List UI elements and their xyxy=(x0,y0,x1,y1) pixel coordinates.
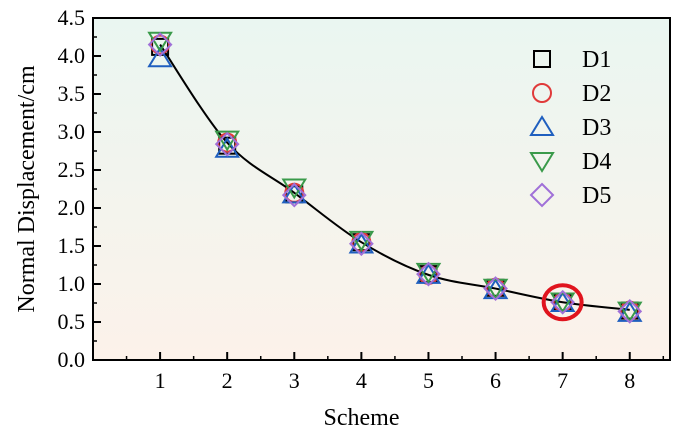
data-point-d3 xyxy=(281,182,308,204)
y-tick-label: 4.0 xyxy=(58,43,86,68)
y-axis-label: Normal Displacement/cm xyxy=(14,65,40,313)
y-tick-label: 3.5 xyxy=(58,81,86,106)
y-tick-label: 3.0 xyxy=(58,119,86,144)
x-tick-label: 1 xyxy=(155,368,166,393)
y-tick-label: 2.5 xyxy=(58,157,86,182)
data-point-d4 xyxy=(616,301,643,323)
data-point-d5 xyxy=(147,32,173,58)
legend-marker-d4 xyxy=(529,152,555,173)
x-tick-label: 5 xyxy=(423,368,434,393)
legend-marker-d5 xyxy=(529,182,555,208)
legend-marker-d3 xyxy=(529,115,555,136)
data-point-d5 xyxy=(617,298,643,324)
y-tick-label: 0.0 xyxy=(58,347,86,372)
data-point-d5 xyxy=(214,131,240,157)
data-point-d5 xyxy=(281,182,307,208)
x-tick-label: 4 xyxy=(356,368,367,393)
highlight-ellipse xyxy=(541,283,584,322)
data-point-d4 xyxy=(214,130,240,152)
x-axis-label: Scheme xyxy=(324,405,400,431)
x-tick-label: 8 xyxy=(624,368,635,393)
data-point-d3 xyxy=(147,46,173,68)
legend-label-d5: D5 xyxy=(582,183,611,209)
data-point-d5 xyxy=(483,276,508,301)
data-point-d4 xyxy=(482,278,509,300)
data-point-d3 xyxy=(348,232,375,254)
plot-frame xyxy=(92,17,671,361)
y-tick-label: 1.5 xyxy=(58,233,86,258)
data-point-d5 xyxy=(550,289,576,315)
x-tick-label: 6 xyxy=(490,368,501,393)
data-point-d5 xyxy=(348,231,374,257)
data-point-d2 xyxy=(150,34,171,55)
fit-curve xyxy=(159,44,630,311)
data-point-d5 xyxy=(416,261,441,287)
x-tick-label: 7 xyxy=(557,368,568,393)
y-tick-label: 4.5 xyxy=(58,5,86,30)
legend-marker-d1 xyxy=(533,50,551,68)
legend-marker-d2 xyxy=(532,83,552,103)
x-tick-label: 3 xyxy=(289,368,300,393)
y-tick-label: 2.0 xyxy=(58,195,86,220)
data-point-d3 xyxy=(214,136,240,158)
legend-label-d2: D2 xyxy=(582,81,611,107)
legend-label-d3: D3 xyxy=(582,115,611,141)
y-tick-label: 0.5 xyxy=(58,309,86,334)
x-tick-label: 2 xyxy=(222,368,233,393)
legend-label-d1: D1 xyxy=(582,47,611,73)
y-tick-label: 1.0 xyxy=(58,271,86,296)
data-point-d4 xyxy=(549,292,576,314)
legend-label-d4: D4 xyxy=(582,149,611,175)
